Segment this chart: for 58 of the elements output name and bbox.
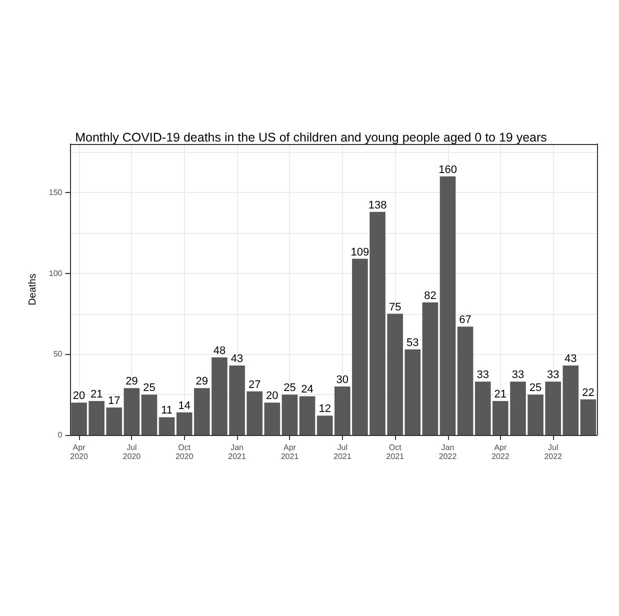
data-label: 30 <box>336 374 349 386</box>
bar <box>299 396 316 435</box>
data-label: 48 <box>213 344 226 357</box>
x-tick-label: Oct 2021 <box>386 443 405 461</box>
data-label: 29 <box>126 376 138 388</box>
x-tick-label: Jul 2020 <box>122 443 142 461</box>
y-tick-label: 150 <box>48 188 63 197</box>
x-tick-label: Apr 2020 <box>70 443 88 461</box>
data-label: 25 <box>529 382 542 394</box>
data-label: 33 <box>476 369 489 382</box>
data-label: 75 <box>388 301 402 314</box>
bar <box>440 176 456 435</box>
data-label: 33 <box>512 369 524 382</box>
data-label: 138 <box>368 199 387 212</box>
bar <box>264 402 280 435</box>
bar <box>422 302 438 435</box>
x-tick-label: Jan 2022 <box>438 443 458 461</box>
data-label: 27 <box>248 378 261 391</box>
data-label: 21 <box>494 388 507 401</box>
bar <box>282 394 298 435</box>
data-label: 33 <box>546 369 560 382</box>
bar <box>580 399 596 435</box>
x-tick-label: Apr 2021 <box>280 443 300 461</box>
bar <box>158 417 175 435</box>
data-label: 43 <box>564 352 577 365</box>
data-label: 67 <box>459 314 472 326</box>
data-label: 24 <box>301 384 314 396</box>
y-tick-label: 0 <box>58 430 63 440</box>
data-label: 109 <box>350 246 370 258</box>
data-label: 25 <box>284 382 296 394</box>
y-tick-label: 100 <box>48 268 63 278</box>
data-label: 17 <box>108 395 120 408</box>
data-label: 82 <box>424 290 436 302</box>
bar <box>562 365 579 435</box>
chart-title: Monthly COVID-19 deaths in the US of children and young people aged 0 to 19 years <box>75 130 547 144</box>
bar <box>457 326 474 435</box>
bar <box>141 394 158 435</box>
data-label: 21 <box>90 388 103 401</box>
data-label: 160 <box>438 164 457 176</box>
data-label: 25 <box>143 382 156 394</box>
data-label: 20 <box>266 390 278 402</box>
y-tick-label: 50 <box>53 350 63 359</box>
x-tick-label: Jul 2022 <box>544 443 563 461</box>
data-label: 20 <box>72 390 86 402</box>
data-label: 12 <box>318 403 331 416</box>
data-label: 43 <box>230 352 244 365</box>
data-label: 11 <box>161 404 173 417</box>
data-label: 29 <box>196 376 208 388</box>
data-label: 14 <box>178 400 190 412</box>
x-tick-label: Oct 2020 <box>175 443 194 461</box>
x-tick-label: Jan 2021 <box>228 443 246 461</box>
data-label: 22 <box>582 386 594 399</box>
bar <box>316 416 333 435</box>
data-label: 53 <box>406 336 419 349</box>
bar <box>124 388 140 435</box>
x-tick-label: Apr 2022 <box>492 443 510 461</box>
y-axis-title: Deaths <box>28 274 38 306</box>
x-tick-label: Jul 2021 <box>334 443 352 461</box>
